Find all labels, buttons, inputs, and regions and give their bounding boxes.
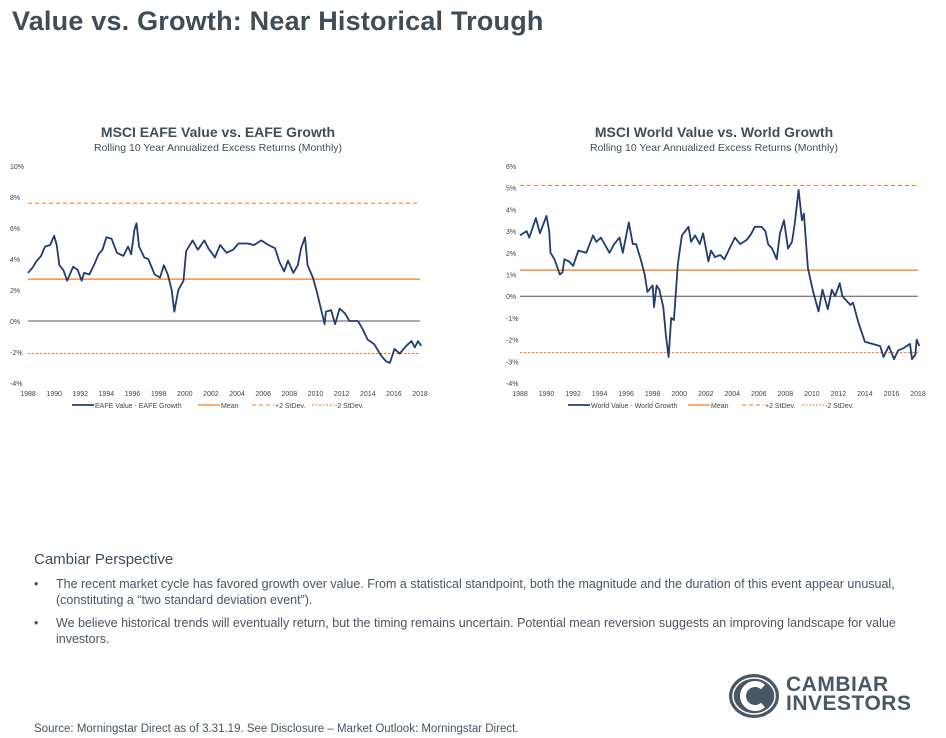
chart-title: MSCI World Value vs. World Growth: [595, 124, 833, 140]
y-tick-label: -4%: [506, 381, 518, 388]
x-tick-label: 1992: [72, 391, 88, 398]
y-tick-label: -1%: [506, 316, 518, 323]
legend-label: World Value - World Growth: [591, 403, 677, 410]
y-tick-label: 5%: [506, 186, 516, 193]
legend-label: -2 StDev.: [335, 403, 364, 410]
y-tick-label: 6%: [10, 226, 20, 233]
cambiar-logo: CAMBIAR INVESTORS: [728, 672, 928, 720]
y-tick-label: 0%: [506, 294, 516, 301]
perspective-section: Cambiar Perspective • The recent market c…: [34, 551, 914, 654]
logo-line2: INVESTORS: [786, 692, 912, 715]
bullet-text: We believe historical trends will eventu…: [56, 616, 896, 646]
x-tick-label: 2002: [698, 391, 714, 398]
bullet-text: The recent market cycle has favored grow…: [56, 577, 895, 607]
logo-text: CAMBIAR INVESTORS: [786, 673, 912, 715]
x-tick-label: 2010: [308, 391, 324, 398]
bullet-item: • We believe historical trends will event…: [34, 615, 914, 647]
x-tick-label: 1996: [125, 391, 141, 398]
x-tick-label: 2018: [412, 391, 428, 398]
y-tick-label: 2%: [506, 251, 516, 258]
y-tick-label: -2%: [506, 338, 518, 345]
legend-label: +2 StDev.: [765, 403, 795, 410]
x-tick-label: 1994: [99, 391, 115, 398]
x-tick-label: 1988: [512, 391, 528, 398]
series-line: [27, 222, 423, 364]
y-tick-label: -2%: [10, 350, 22, 357]
x-tick-label: 1994: [592, 391, 608, 398]
x-tick-label: 2016: [884, 391, 900, 398]
x-tick-label: 1996: [618, 391, 634, 398]
legend-label: +2 StDev.: [275, 403, 305, 410]
legend-label: EAFE Value - EAFE Growth: [95, 403, 182, 410]
y-tick-label: -3%: [506, 359, 518, 366]
x-tick-label: 2010: [804, 391, 820, 398]
chart-subtitle: Rolling 10 Year Annualized Excess Return…: [94, 142, 342, 154]
bullet-item: • The recent market cycle has favored gro…: [34, 576, 914, 608]
perspective-bullets: • The recent market cycle has favored gro…: [34, 576, 914, 647]
logo-c-icon: [729, 674, 779, 718]
x-tick-label: 2000: [177, 391, 193, 398]
x-tick-label: 2000: [671, 391, 687, 398]
y-tick-label: 6%: [506, 164, 516, 171]
x-tick-label: 2012: [334, 391, 350, 398]
x-tick-label: 1990: [539, 391, 555, 398]
perspective-heading: Cambiar Perspective: [34, 551, 174, 568]
x-tick-label: 2016: [386, 391, 402, 398]
series-line: [519, 189, 921, 360]
x-tick-label: 2006: [751, 391, 767, 398]
x-tick-label: 2018: [910, 391, 926, 398]
x-tick-label: 2004: [229, 391, 245, 398]
x-tick-label: 2006: [255, 391, 271, 398]
chart-subtitle: Rolling 10 Year Annualized Excess Return…: [590, 142, 838, 154]
y-tick-label: 0%: [10, 319, 20, 326]
x-tick-label: 1990: [46, 391, 62, 398]
bullet-icon: •: [34, 577, 39, 591]
legend-label: -2 StDev.: [825, 403, 854, 410]
x-tick-label: 2008: [778, 391, 794, 398]
y-tick-label: 2%: [10, 288, 20, 295]
x-tick-label: 2008: [282, 391, 298, 398]
chart-title: MSCI EAFE Value vs. EAFE Growth: [101, 124, 335, 140]
logo-line1: CAMBIAR: [786, 673, 889, 696]
y-tick-label: 3%: [506, 229, 516, 236]
legend-label: Mean: [221, 403, 239, 410]
x-tick-label: 1992: [565, 391, 581, 398]
y-tick-label: 4%: [10, 257, 20, 264]
x-tick-label: 1998: [151, 391, 167, 398]
x-tick-label: 1988: [20, 391, 36, 398]
x-tick-label: 1998: [645, 391, 661, 398]
y-tick-label: 10%: [10, 164, 24, 171]
y-tick-label: 1%: [506, 273, 516, 280]
legend-label: Mean: [711, 403, 729, 410]
y-tick-label: 4%: [506, 207, 516, 214]
source-note: Source: Morningstar Direct as of 3.31.19…: [34, 723, 519, 735]
y-tick-label: 8%: [10, 195, 20, 202]
y-tick-label: -4%: [10, 381, 22, 388]
x-tick-label: 2012: [831, 391, 847, 398]
x-tick-label: 2004: [724, 391, 740, 398]
x-tick-label: 2014: [857, 391, 873, 398]
bullet-icon: •: [34, 616, 39, 630]
x-tick-label: 2002: [203, 391, 219, 398]
page-title: Value vs. Growth: Near Historical Trough: [12, 6, 544, 36]
x-tick-label: 2014: [360, 391, 376, 398]
